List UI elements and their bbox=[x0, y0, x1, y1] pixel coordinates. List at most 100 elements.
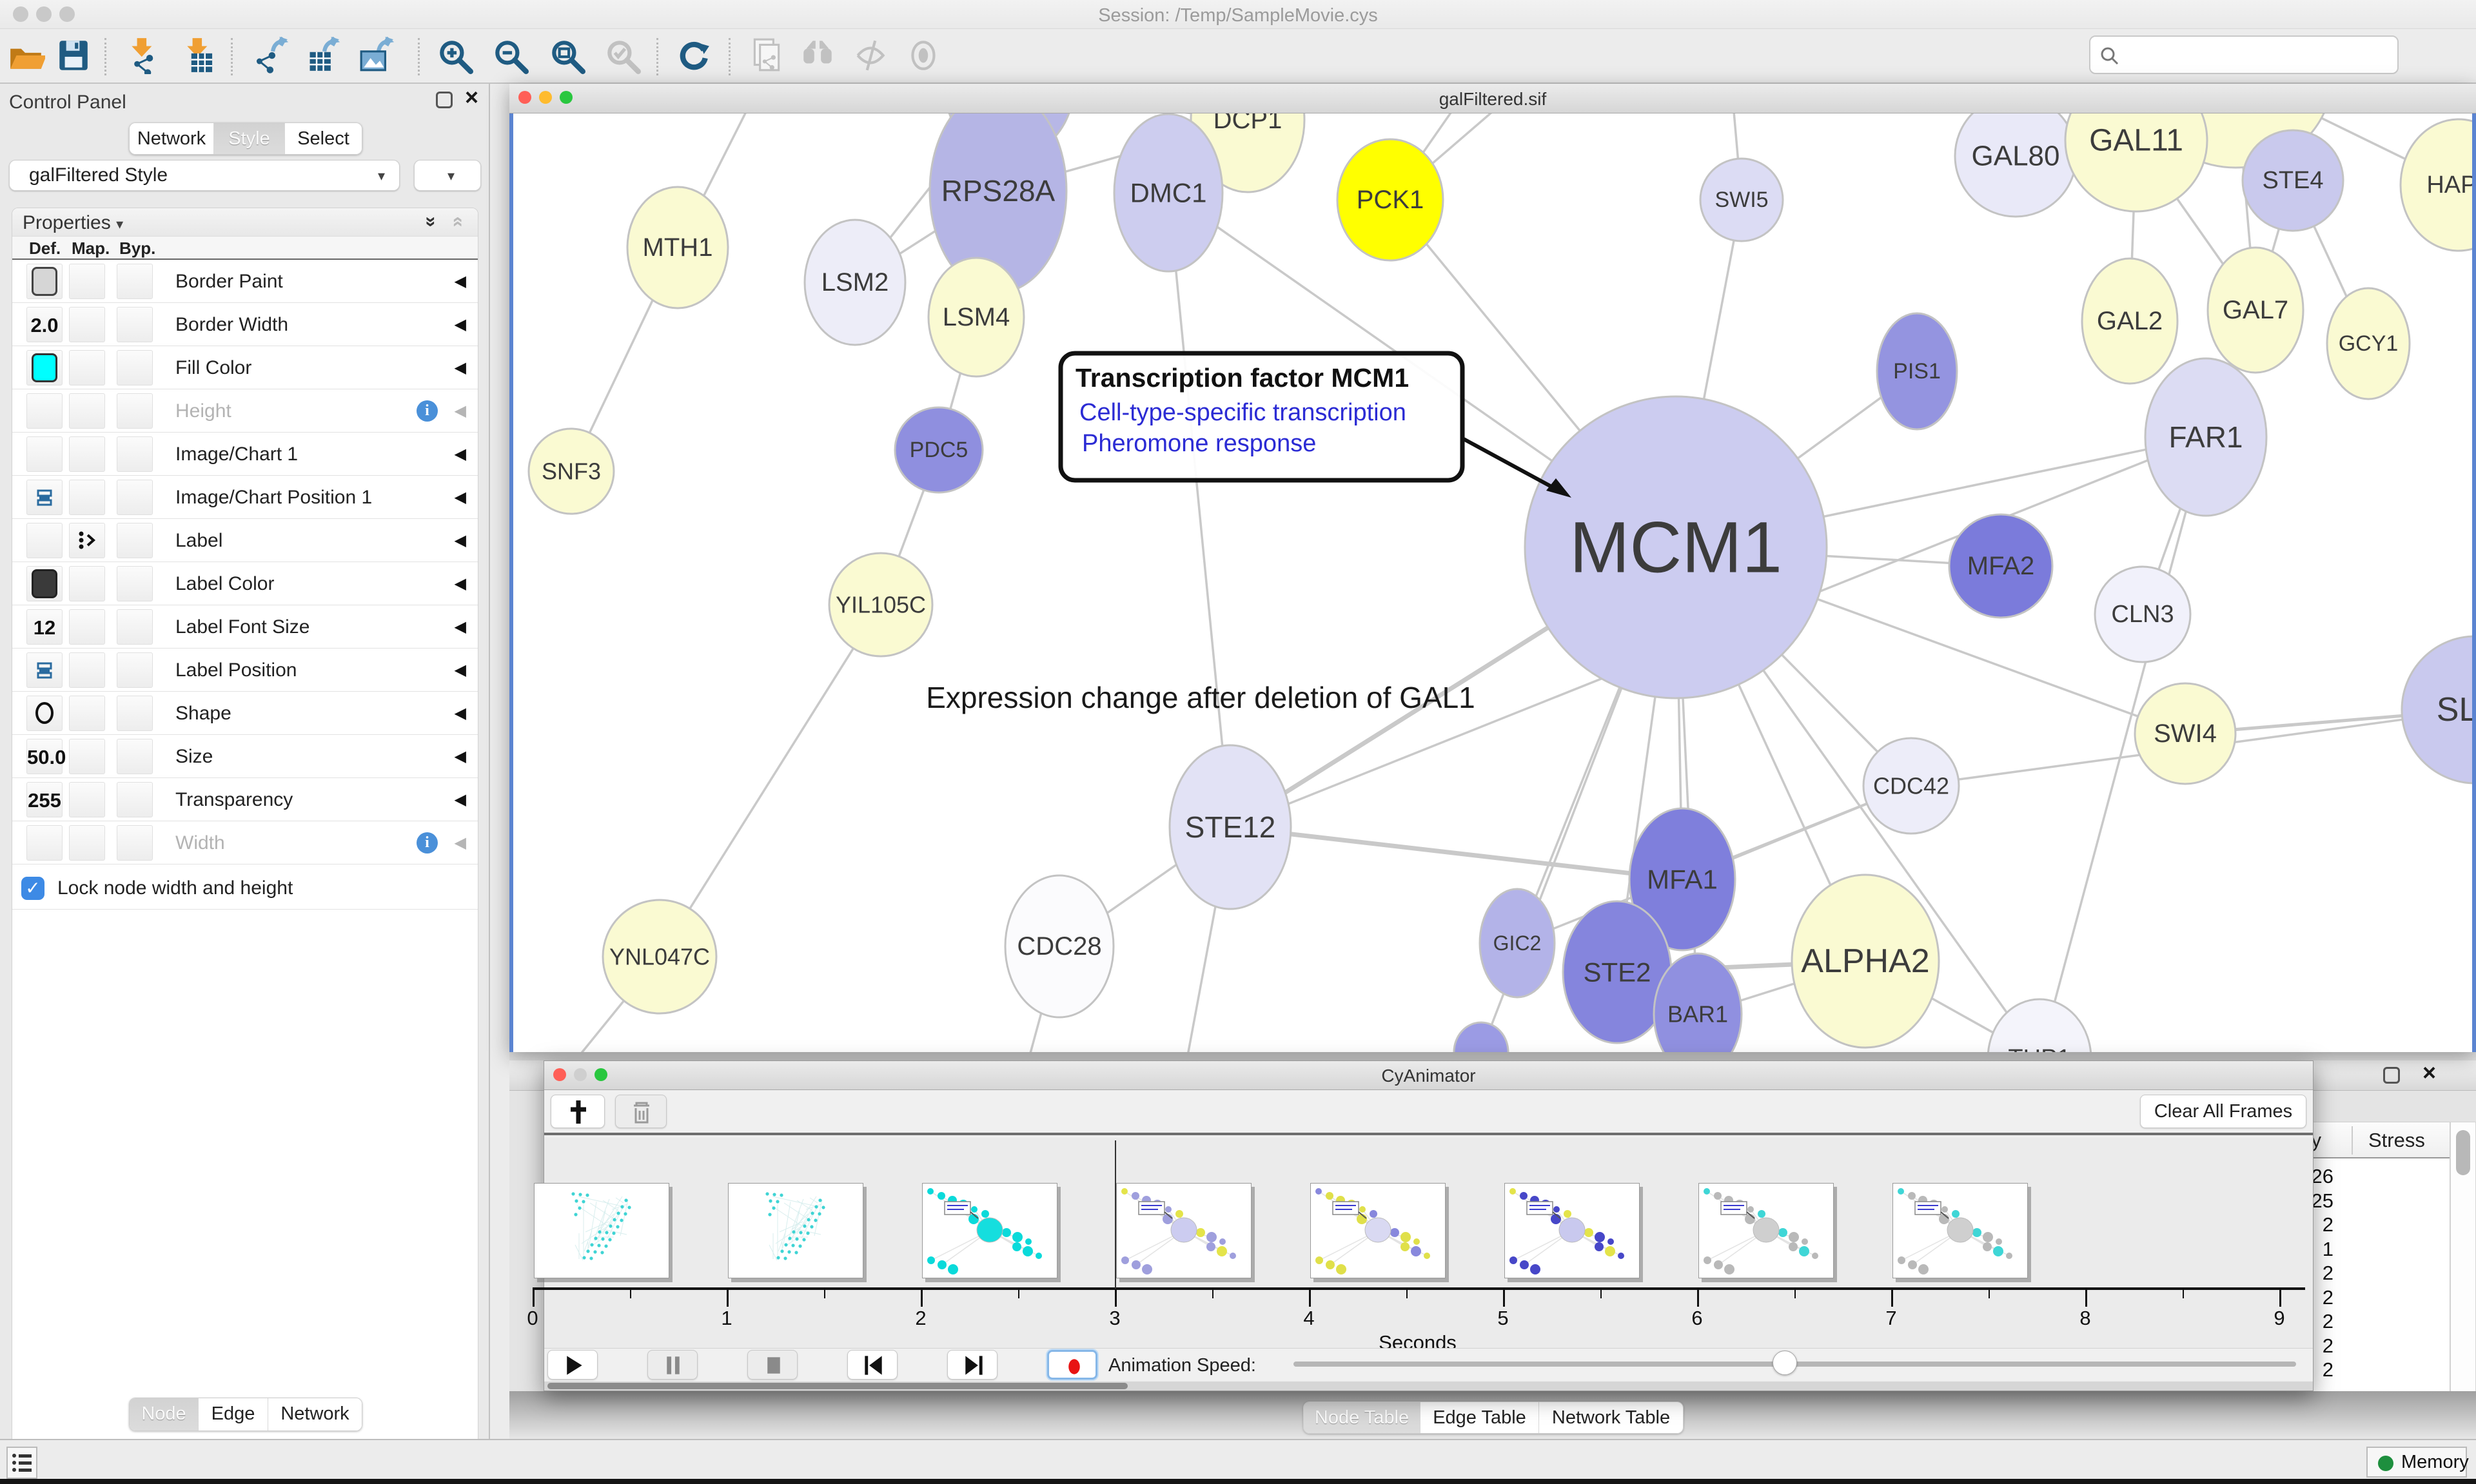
export-table-icon[interactable] bbox=[304, 36, 346, 78]
mapping-cell[interactable] bbox=[69, 523, 105, 558]
info-icon[interactable]: i bbox=[417, 832, 438, 854]
mapping-cell[interactable] bbox=[69, 307, 105, 342]
default-value-cell[interactable]: 2.0 bbox=[26, 307, 63, 342]
tab-network[interactable]: Network bbox=[268, 1398, 362, 1430]
node-alpha2[interactable]: ALPHA2 bbox=[1791, 874, 1940, 1049]
zoom-in-icon[interactable] bbox=[436, 37, 477, 78]
search-field[interactable] bbox=[2089, 35, 2399, 74]
frame-thumbnail-7s[interactable] bbox=[1892, 1183, 2028, 1278]
expand-arrow-icon[interactable]: ◀ bbox=[454, 402, 466, 420]
expand-arrow-icon[interactable]: ◀ bbox=[454, 316, 466, 333]
node-mfa1[interactable]: MFA1 bbox=[1628, 807, 1736, 952]
float-panel-icon[interactable] bbox=[436, 92, 453, 108]
open-session-icon[interactable] bbox=[8, 37, 49, 78]
record-button[interactable] bbox=[1047, 1350, 1097, 1380]
property-row-size[interactable]: 50.0 Size ◀ bbox=[12, 735, 478, 778]
table-row[interactable]: 2 bbox=[2322, 1213, 2334, 1236]
tab-style[interactable]: Style bbox=[213, 123, 284, 154]
node-gal2[interactable]: GAL2 bbox=[2081, 257, 2179, 385]
node-slt2[interactable]: SLT2 bbox=[2401, 635, 2476, 785]
expand-arrow-icon[interactable]: ◀ bbox=[454, 791, 466, 808]
bypass-cell[interactable] bbox=[117, 307, 153, 342]
zoom-out-icon[interactable] bbox=[491, 37, 533, 78]
node-cdc28[interactable]: CDC28 bbox=[1004, 874, 1115, 1019]
expand-all-icon[interactable]: » bbox=[420, 216, 442, 228]
tab-node-table[interactable]: Node Table bbox=[1304, 1402, 1420, 1433]
node-purp[interactable] bbox=[1453, 1021, 1509, 1083]
window-close-icon[interactable] bbox=[553, 1068, 566, 1081]
property-row-label[interactable]: Label ◀ bbox=[12, 519, 478, 562]
export-network-icon[interactable] bbox=[253, 36, 294, 78]
node-mth1[interactable]: MTH1 bbox=[626, 186, 729, 309]
node-ste12[interactable]: STE12 bbox=[1168, 744, 1292, 910]
mapping-cell[interactable] bbox=[69, 609, 105, 645]
node-pis1[interactable]: PIS1 bbox=[1876, 312, 1958, 431]
annotation-box[interactable]: Transcription factor MCM1 Cell-type-spec… bbox=[1058, 351, 1571, 498]
frame-thumbnail-4s[interactable] bbox=[1310, 1183, 1446, 1278]
node-cdc42[interactable]: CDC42 bbox=[1862, 737, 1960, 835]
property-row-border-width[interactable]: 2.0 Border Width ◀ bbox=[12, 303, 478, 346]
expand-arrow-icon[interactable]: ◀ bbox=[454, 618, 466, 636]
zoom-fit-icon[interactable] bbox=[548, 37, 589, 78]
bypass-cell[interactable] bbox=[117, 523, 153, 558]
annotation-link[interactable]: Cell-type-specific transcription bbox=[1079, 399, 1406, 426]
edge[interactable] bbox=[658, 604, 882, 957]
tab-network[interactable]: Network bbox=[130, 123, 213, 154]
import-table-icon[interactable] bbox=[182, 37, 223, 78]
float-table-icon[interactable] bbox=[2383, 1067, 2400, 1084]
mapping-cell[interactable] bbox=[69, 652, 105, 688]
add-frame-button[interactable] bbox=[551, 1095, 605, 1128]
window-zoom-icon[interactable] bbox=[594, 1068, 607, 1081]
node-swi4[interactable]: SWI4 bbox=[2134, 682, 2237, 785]
edge[interactable] bbox=[1230, 825, 1683, 882]
default-value-cell[interactable] bbox=[26, 393, 63, 429]
node-ste2[interactable]: STE2 bbox=[1562, 900, 1673, 1044]
default-value-cell[interactable] bbox=[26, 652, 63, 688]
node-hap2[interactable]: HAP2 bbox=[2399, 118, 2476, 252]
style-selector[interactable]: galFiltered Style ▾ bbox=[9, 160, 400, 191]
node-lsm4[interactable]: LSM4 bbox=[927, 257, 1025, 378]
expand-arrow-icon[interactable]: ◀ bbox=[454, 705, 466, 722]
frame-thumbnail-6s[interactable] bbox=[1698, 1183, 1834, 1278]
mapping-cell[interactable] bbox=[69, 696, 105, 731]
node-dmc1[interactable]: DMC1 bbox=[1113, 113, 1224, 273]
frame-thumbnail-1s[interactable] bbox=[728, 1183, 863, 1278]
annotation-link[interactable]: Pheromone response bbox=[1082, 430, 1316, 457]
scrollbar-thumb[interactable] bbox=[2456, 1130, 2470, 1175]
table-row[interactable]: 25 bbox=[2311, 1189, 2334, 1212]
tab-select[interactable]: Select bbox=[284, 123, 362, 154]
edge[interactable] bbox=[1167, 192, 1232, 828]
bypass-cell[interactable] bbox=[117, 480, 153, 515]
window-minimize-icon[interactable] bbox=[574, 1068, 587, 1081]
default-value-cell[interactable] bbox=[26, 566, 63, 601]
memory-button[interactable]: Memory bbox=[2366, 1447, 2469, 1478]
expand-arrow-icon[interactable]: ◀ bbox=[454, 661, 466, 679]
node-pck1[interactable]: PCK1 bbox=[1336, 138, 1444, 262]
property-row-height[interactable]: Height i ◀ bbox=[12, 389, 478, 433]
expand-arrow-icon[interactable]: ◀ bbox=[454, 359, 466, 376]
node-ynl047c[interactable]: YNL047C bbox=[602, 899, 718, 1015]
window-zoom-icon[interactable] bbox=[560, 91, 573, 104]
node-swi5[interactable]: SWI5 bbox=[1699, 157, 1784, 242]
bypass-cell[interactable] bbox=[117, 393, 153, 429]
table-row[interactable]: 2 bbox=[2322, 1262, 2334, 1284]
traffic-close-icon[interactable] bbox=[13, 6, 28, 22]
refresh-layout-icon[interactable] bbox=[674, 37, 716, 78]
network-canvas[interactable]: RPS28BDCP1RPS28ADMC1PCK1SWI5GAL80GAL11ST… bbox=[509, 0, 2476, 1119]
property-row-image-chart-position-1[interactable]: Image/Chart Position 1 ◀ bbox=[12, 476, 478, 519]
mapping-cell[interactable] bbox=[69, 739, 105, 774]
default-value-cell[interactable] bbox=[26, 825, 63, 861]
skip-end-button[interactable] bbox=[947, 1350, 997, 1380]
style-options-button[interactable]: ▾ bbox=[414, 160, 481, 191]
skip-start-button[interactable] bbox=[847, 1350, 898, 1380]
export-image-icon[interactable] bbox=[359, 36, 400, 78]
property-row-fill-color[interactable]: Fill Color ◀ bbox=[12, 346, 478, 389]
tab-edge[interactable]: Edge bbox=[198, 1398, 268, 1430]
expand-arrow-icon[interactable]: ◀ bbox=[454, 532, 466, 549]
frame-thumbnail-5s[interactable] bbox=[1504, 1183, 1640, 1278]
property-row-width[interactable]: Width i ◀ bbox=[12, 821, 478, 864]
frame-thumbnail-0s[interactable] bbox=[534, 1183, 669, 1278]
mapping-cell[interactable] bbox=[69, 782, 105, 817]
clear-all-frames-button[interactable]: Clear All Frames bbox=[2140, 1095, 2306, 1128]
expand-arrow-icon[interactable]: ◀ bbox=[454, 575, 466, 592]
